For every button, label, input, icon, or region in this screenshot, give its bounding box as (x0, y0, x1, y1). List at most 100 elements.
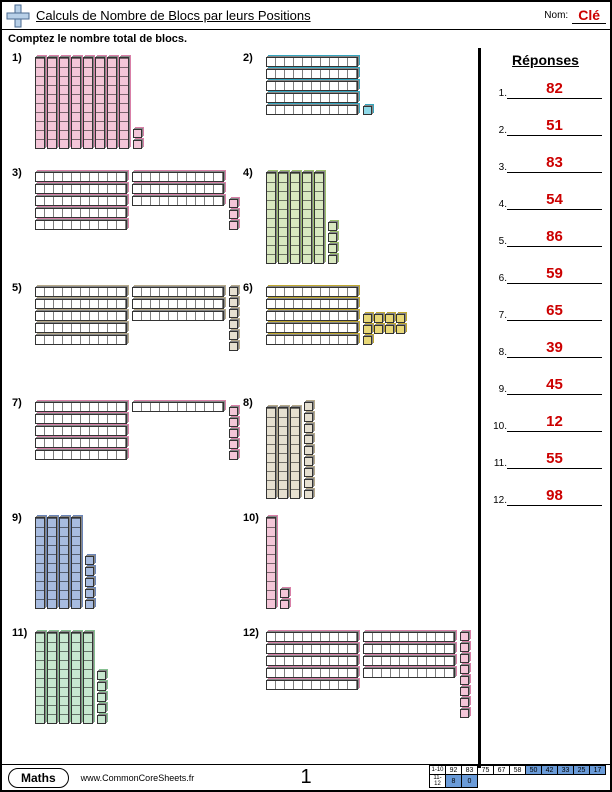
ten-rod (266, 81, 358, 91)
unit-cube (133, 129, 142, 138)
answer-row: 8.39 (489, 339, 602, 358)
ten-rod (35, 184, 127, 194)
answer-number: 10. (489, 421, 507, 432)
ten-rod (35, 311, 127, 321)
unit-cube (229, 440, 238, 449)
ten-rod (107, 57, 117, 149)
unit-cube (97, 682, 106, 691)
unit-cube (280, 600, 289, 609)
block-display (265, 171, 470, 265)
ten-rod (266, 105, 358, 115)
unit-cube (460, 643, 469, 652)
unit-cube (85, 556, 94, 565)
unit-cube (85, 567, 94, 576)
answer-number: 5. (489, 236, 507, 247)
unit-cube (229, 418, 238, 427)
score-cell: 67 (494, 766, 510, 775)
answer-number: 11. (489, 458, 507, 469)
score-cell: 50 (526, 766, 542, 775)
answer-row: 10.12 (489, 413, 602, 432)
score-cell: 0 (462, 775, 478, 788)
problem-cell: 9) (12, 510, 243, 625)
unit-cube (229, 287, 238, 296)
ten-rod (83, 57, 93, 149)
problem-number: 4) (243, 167, 253, 179)
unit-cube (304, 424, 313, 433)
answer-row: 4.54 (489, 191, 602, 210)
ten-rod (266, 69, 358, 79)
unit-cube (229, 210, 238, 219)
block-display (34, 401, 239, 461)
problem-number: 11) (12, 627, 27, 639)
score-cell: 92 (446, 766, 462, 775)
problem-cell: 5) (12, 280, 243, 395)
unit-cube (385, 325, 394, 334)
tens-group (265, 171, 470, 265)
ten-rod (59, 632, 69, 724)
answer-row: 9.45 (489, 376, 602, 395)
answer-value: 59 (507, 265, 602, 284)
problem-cell: 8) (243, 395, 474, 510)
unit-cube (328, 222, 337, 231)
problem-number: 7) (12, 397, 22, 409)
page-number: 1 (300, 766, 311, 789)
unit-cube (363, 325, 372, 334)
ten-rod (95, 57, 105, 149)
worksheet-header: Calculs de Nombre de Blocs par leurs Pos… (2, 2, 610, 30)
problem-cell: 2) (243, 50, 474, 165)
unit-cube (374, 325, 383, 334)
score-label: 1-10 (430, 766, 446, 775)
answer-value: 45 (507, 376, 602, 395)
ten-rod (363, 644, 455, 654)
tens-group (265, 631, 470, 719)
ten-rod (35, 438, 127, 448)
unit-cube (97, 704, 106, 713)
ten-rod (35, 208, 127, 218)
unit-cube (304, 490, 313, 499)
unit-cube (304, 479, 313, 488)
ones-group (228, 198, 239, 231)
ten-rod (35, 402, 127, 412)
problem-cell: 12) (243, 625, 474, 740)
unit-cube (460, 687, 469, 696)
tens-group (34, 286, 239, 352)
ten-rod (35, 426, 127, 436)
unit-cube (460, 676, 469, 685)
plus-logo-icon (6, 4, 30, 28)
unit-cube (385, 314, 394, 323)
content-area: 1)2)3)4)5)6)7)8)9)10)11)12) Réponses 1.8… (2, 48, 610, 768)
unit-cube (229, 298, 238, 307)
ones-group (362, 313, 407, 346)
answer-number: 12. (489, 495, 507, 506)
score-cell: 83 (462, 766, 478, 775)
ten-rod (35, 57, 45, 149)
score-cell: 17 (590, 766, 606, 775)
block-display (34, 631, 239, 725)
answer-key-label: Clé (572, 7, 606, 24)
unit-cube (396, 314, 405, 323)
ten-rod (59, 517, 69, 609)
ten-rod (35, 414, 127, 424)
problem-number: 5) (12, 282, 22, 294)
worksheet-title: Calculs de Nombre de Blocs par leurs Pos… (36, 8, 544, 23)
ten-rod (132, 287, 224, 297)
unit-cube (460, 709, 469, 718)
unit-cube (396, 325, 405, 334)
unit-cube (97, 715, 106, 724)
problem-cell: 11) (12, 625, 243, 740)
answer-value: 51 (507, 117, 602, 136)
answer-value: 54 (507, 191, 602, 210)
unit-cube (85, 589, 94, 598)
tens-group (34, 56, 239, 150)
ones-group (362, 105, 373, 116)
unit-cube (363, 336, 372, 345)
ten-rod (266, 407, 276, 499)
block-display (34, 286, 239, 352)
ten-rod (266, 311, 358, 321)
ten-rod (363, 656, 455, 666)
block-display (34, 171, 239, 231)
ten-rod (363, 668, 455, 678)
ones-group (459, 631, 470, 719)
unit-cube (97, 693, 106, 702)
block-display (34, 56, 239, 150)
